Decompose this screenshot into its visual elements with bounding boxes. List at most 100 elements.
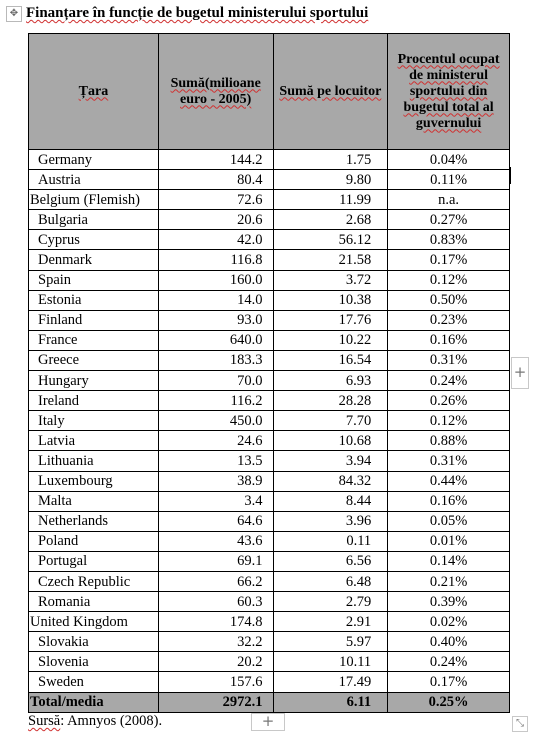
per-capita-cell: 5.97: [272, 631, 389, 653]
table-row: Netherlands 64.6 3.96 0.05%: [28, 510, 510, 532]
budget-share-cell: 0.02%: [387, 611, 510, 633]
country-cell: Ireland: [28, 390, 159, 412]
per-capita-cell: 3.96: [272, 510, 389, 532]
table-move-handle[interactable]: ✥: [6, 6, 22, 22]
country-cell: Romania: [28, 591, 159, 613]
amount-cell: 64.6: [157, 510, 274, 532]
budget-share-cell: 0.31%: [387, 349, 510, 372]
country-cell: Denmark: [28, 249, 159, 271]
budget-share-cell: 0.23%: [387, 309, 510, 331]
per-capita-cell: 6.93: [272, 370, 389, 392]
country-cell: Bulgaria: [28, 209, 159, 231]
country-cell: Portugal: [28, 550, 159, 572]
budget-share-cell: 0.12%: [387, 269, 510, 291]
table-row: Slovenia 20.2 10.11 0.24%: [28, 651, 510, 673]
amount-cell: 450.0: [157, 410, 274, 432]
per-capita-cell: 9.80: [272, 169, 389, 191]
table-row: Slovakia 32.2 5.97 0.40%: [28, 631, 510, 653]
table-row: Italy 450.0 7.70 0.12%: [28, 410, 510, 432]
budget-share-cell: 0.21%: [387, 570, 510, 593]
table-row: Latvia 24.6 10.68 0.88%: [28, 430, 510, 452]
amount-cell: 2972.1: [157, 691, 274, 713]
resize-icon: ⤡: [516, 718, 524, 729]
amount-cell: 32.2: [157, 631, 274, 653]
amount-cell: 20.2: [157, 651, 274, 673]
add-column-button[interactable]: +: [511, 357, 529, 389]
table-row: Malta 3.4 8.44 0.16%: [28, 490, 510, 512]
per-capita-cell: 17.49: [272, 671, 389, 693]
per-capita-cell: 56.12: [272, 229, 389, 251]
per-capita-cell: 11.99: [272, 189, 389, 211]
country-cell: Luxembourg: [28, 470, 159, 492]
amount-cell: 14.0: [157, 289, 274, 311]
amount-cell: 20.6: [157, 209, 274, 231]
budget-share-cell: 0.04%: [387, 148, 510, 171]
country-cell: Italy: [28, 410, 159, 432]
amount-cell: 70.0: [157, 370, 274, 392]
country-cell: Latvia: [28, 430, 159, 452]
table-row: Czech Republic 66.2 6.48 0.21%: [28, 570, 510, 593]
per-capita-cell: 10.22: [272, 329, 389, 351]
table-row: Belgium (Flemish) 72.6 11.99 n.a.: [28, 189, 510, 211]
header-country: Țara: [28, 33, 159, 150]
amount-cell: 38.9: [157, 470, 274, 492]
table-resize-handle[interactable]: ⤡: [512, 716, 528, 732]
per-capita-cell: 10.38: [272, 289, 389, 311]
budget-share-cell: 0.01%: [387, 530, 510, 552]
country-cell: Lithuania: [28, 450, 159, 472]
table-row: Luxembourg 38.9 84.32 0.44%: [28, 470, 510, 492]
per-capita-cell: 2.91: [272, 611, 389, 633]
budget-share-cell: 0.88%: [387, 430, 510, 452]
header-amount: Sumă(milioane euro - 2005): [157, 33, 274, 150]
amount-cell: 144.2: [157, 148, 274, 171]
amount-cell: 116.8: [157, 249, 274, 271]
country-cell: France: [28, 329, 159, 351]
country-cell: Sweden: [28, 671, 159, 693]
budget-share-cell: 0.14%: [387, 550, 510, 572]
amount-cell: 174.8: [157, 611, 274, 633]
amount-cell: 66.2: [157, 570, 274, 593]
table-row: Germany 144.2 1.75 0.04%: [28, 148, 510, 171]
amount-cell: 24.6: [157, 430, 274, 452]
budget-share-cell: 0.26%: [387, 390, 510, 412]
per-capita-cell: 3.72: [272, 269, 389, 291]
per-capita-cell: 6.56: [272, 550, 389, 572]
per-capita-cell: 1.75: [272, 148, 389, 171]
table-row: France 640.0 10.22 0.16%: [28, 329, 510, 351]
country-cell: Poland: [28, 530, 159, 552]
budget-share-cell: 0.17%: [387, 249, 510, 271]
per-capita-cell: 16.54: [272, 349, 389, 372]
table-row: Cyprus 42.0 56.12 0.83%: [28, 229, 510, 251]
table-row: Finland 93.0 17.76 0.23%: [28, 309, 510, 331]
table-row: Hungary 70.0 6.93 0.24%: [28, 370, 510, 392]
country-cell: Hungary: [28, 370, 159, 392]
budget-share-cell: 0.24%: [387, 370, 510, 392]
per-capita-cell: 8.44: [272, 490, 389, 512]
amount-cell: 640.0: [157, 329, 274, 351]
country-cell: Estonia: [28, 289, 159, 311]
country-cell: Slovakia: [28, 631, 159, 653]
per-capita-cell: 3.94: [272, 450, 389, 472]
budget-table: Țara Sumă(milioane euro - 2005) Sumă pe …: [28, 33, 510, 713]
budget-share-cell: n.a.: [387, 189, 510, 211]
header-budget-share: Procentul ocupat de ministerul sportului…: [387, 33, 510, 150]
table-row: Spain 160.0 3.72 0.12%: [28, 269, 510, 291]
table-row: Denmark 116.8 21.58 0.17%: [28, 249, 510, 271]
amount-cell: 183.3: [157, 349, 274, 372]
table-row: Bulgaria 20.6 2.68 0.27%: [28, 209, 510, 231]
amount-cell: 69.1: [157, 550, 274, 572]
budget-share-cell: 0.12%: [387, 410, 510, 432]
table-title: Finanțare în funcție de bugetul minister…: [26, 5, 369, 21]
budget-share-cell: 0.16%: [387, 329, 510, 351]
country-cell: Czech Republic: [28, 570, 159, 593]
table-row: Poland 43.6 0.11 0.01%: [28, 530, 510, 552]
table-row: Austria 80.4 9.80 0.11%: [28, 169, 510, 191]
budget-share-cell: 0.50%: [387, 289, 510, 311]
per-capita-cell: 2.79: [272, 591, 389, 613]
amount-cell: 157.6: [157, 671, 274, 693]
add-row-button[interactable]: +: [251, 713, 285, 731]
source-note: Sursă: Amnyos (2008).: [28, 713, 163, 729]
per-capita-cell: 21.58: [272, 249, 389, 271]
amount-cell: 42.0: [157, 229, 274, 251]
table-row: Portugal 69.1 6.56 0.14%: [28, 550, 510, 572]
